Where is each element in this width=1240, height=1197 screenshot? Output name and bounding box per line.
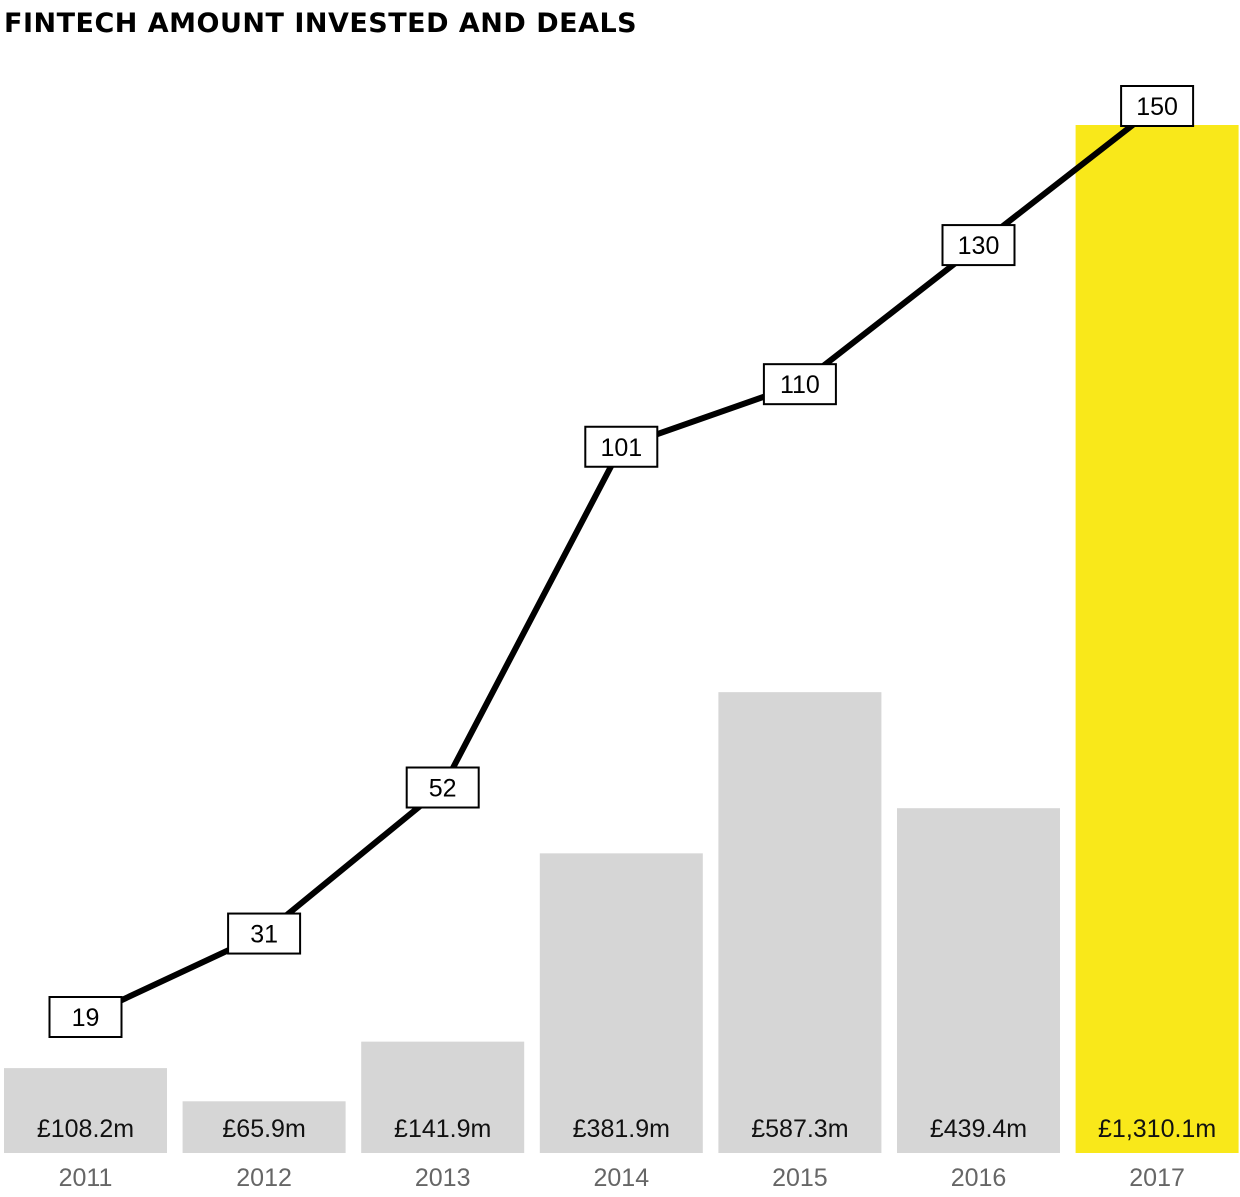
bar-value-label-2014: £381.9m <box>573 1115 670 1143</box>
bar-2015 <box>718 692 882 1153</box>
chart-title: FINTECH AMOUNT INVESTED AND DEALS <box>4 8 638 39</box>
bar-2013 <box>361 1041 525 1153</box>
x-tick-label-2014: 2014 <box>593 1164 649 1192</box>
bar-value-label-2013: £141.9m <box>394 1115 491 1143</box>
deal-value-label-2016: 130 <box>958 232 1000 260</box>
deal-point-2016: 130 <box>941 224 1016 267</box>
deal-point-2017: 150 <box>1120 85 1195 127</box>
bar-2011 <box>4 1068 167 1153</box>
deal-value-label-2017: 150 <box>1136 93 1178 121</box>
deal-point-2013: 52 <box>405 766 480 809</box>
deal-point-2015: 110 <box>762 363 837 406</box>
bar-value-label-2011: £108.2m <box>37 1115 134 1143</box>
deal-value-label-2011: 19 <box>72 1004 100 1032</box>
deal-point-2014: 101 <box>584 425 659 468</box>
deal-label-box-2013 <box>405 766 480 809</box>
deal-label-box-2012 <box>227 912 302 955</box>
bar-value-label-2012: £65.9m <box>222 1115 305 1143</box>
bar-value-label-2015: £587.3m <box>751 1115 848 1143</box>
bars-layer <box>4 125 1239 1153</box>
x-tick-label-2015: 2015 <box>772 1164 828 1192</box>
deal-value-label-2014: 101 <box>600 434 642 462</box>
x-tick-label-2013: 2013 <box>415 1164 471 1192</box>
x-tick-label-2016: 2016 <box>951 1164 1007 1192</box>
bar-2016 <box>897 808 1060 1153</box>
deal-value-label-2015: 110 <box>780 371 820 399</box>
deal-value-label-2012: 31 <box>250 921 278 949</box>
deal-point-2012: 31 <box>227 912 302 955</box>
deal-value-label-2013: 52 <box>429 775 457 803</box>
deal-label-box-2011 <box>48 996 123 1038</box>
x-tick-label-2011: 2011 <box>59 1164 113 1192</box>
bar-2014 <box>539 853 703 1153</box>
bar-2017 <box>1075 125 1239 1153</box>
bar-value-label-2016: £439.4m <box>930 1115 1027 1143</box>
bar-2012 <box>182 1101 346 1153</box>
x-tick-label-2017: 2017 <box>1129 1164 1185 1192</box>
deal-label-box-2017 <box>1120 85 1195 127</box>
deal-label-box-2016 <box>941 224 1016 267</box>
deal-value-labels: 19 31 52 101 110 130 150 <box>48 85 1195 1038</box>
x-axis-labels: 2011 2012 2013 2014 2015 2016 2017 <box>59 1164 1185 1192</box>
bar-value-label-2017: £1,310.1m <box>1098 1115 1216 1143</box>
deal-label-box-2015 <box>762 363 837 406</box>
x-tick-label-2012: 2012 <box>236 1164 292 1192</box>
deal-point-2011: 19 <box>48 996 123 1038</box>
bar-value-labels: £108.2m £65.9m £141.9m £381.9m £587.3m £439.4… <box>37 1115 1216 1143</box>
deal-label-box-2014 <box>584 425 659 468</box>
